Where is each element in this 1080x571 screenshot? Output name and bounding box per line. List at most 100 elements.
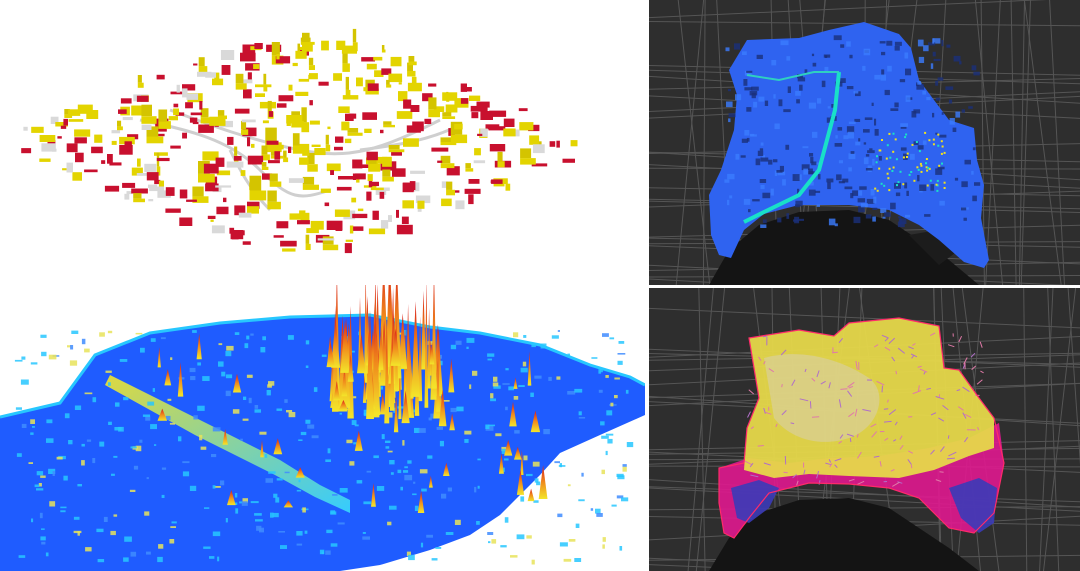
flow-hotspot: [886, 172, 889, 175]
height-spike: [393, 394, 399, 433]
building-tower: [497, 151, 503, 162]
building-tower: [137, 75, 142, 83]
flow-cell: [741, 138, 748, 143]
surface-cell: [602, 544, 605, 549]
building: [410, 105, 420, 112]
flow-cell: [900, 147, 907, 151]
surface-cell: [526, 535, 532, 539]
surface-cell: [436, 426, 443, 430]
flow-hotspot: [925, 166, 928, 169]
building: [355, 173, 366, 180]
surface-cell: [182, 461, 190, 464]
surface-cell: [327, 448, 331, 454]
height-spike: [347, 354, 354, 382]
building: [491, 179, 503, 184]
building: [515, 129, 520, 137]
flow-cell: [843, 135, 849, 140]
flow-cell: [771, 60, 777, 66]
surface-cell: [346, 439, 353, 444]
surface-cell: [81, 443, 85, 447]
flow-mark: [828, 459, 832, 463]
flow-map-render: [649, 0, 1080, 285]
surface-cell: [567, 353, 570, 357]
surface-cell: [513, 332, 519, 338]
building: [360, 164, 375, 168]
building-tower: [200, 108, 209, 118]
height-spike: [520, 449, 524, 475]
flow-mark: [763, 361, 766, 365]
building: [338, 106, 350, 113]
flow-cell: [905, 95, 911, 102]
surface-cell: [337, 522, 345, 525]
buildings-render: [21, 28, 578, 254]
height-spike: [405, 303, 411, 418]
building: [410, 170, 425, 174]
building: [133, 198, 145, 203]
flow-cell: [848, 121, 856, 124]
surface-cell: [427, 341, 435, 345]
surface-cell: [178, 436, 182, 442]
flow-mark: [976, 379, 983, 385]
flow-hotspot: [924, 131, 927, 134]
surface-cell: [288, 412, 296, 418]
flow-cell: [798, 218, 804, 221]
flow-cell: [854, 118, 861, 122]
surface-cell: [189, 485, 197, 491]
flow-mark: [856, 480, 865, 486]
height-spike: [371, 483, 376, 507]
surface-cell: [73, 530, 82, 534]
flow-hotspot: [936, 189, 939, 192]
surface-cell: [353, 442, 358, 445]
building: [345, 113, 354, 121]
flow-cell: [887, 65, 892, 72]
surface-cell: [404, 466, 408, 469]
building: [376, 156, 388, 164]
surface-cell: [522, 361, 527, 367]
building-tower: [235, 73, 244, 84]
panel-3d-surface: [0, 285, 645, 571]
flow-cell: [972, 195, 977, 202]
flow-mark: [977, 426, 980, 431]
flow-cell: [869, 148, 873, 151]
surface-cell: [146, 551, 151, 555]
building: [251, 143, 255, 148]
flow-mark: [847, 390, 853, 397]
surface-cell: [49, 501, 56, 507]
flow-hotspot: [915, 141, 918, 143]
building-tower: [64, 109, 70, 115]
surface-cell: [595, 508, 601, 514]
surface-cell: [450, 344, 457, 350]
flow-cell: [760, 142, 764, 146]
building: [424, 118, 432, 124]
surface-cell: [129, 489, 136, 492]
surface-cell: [234, 332, 240, 335]
building: [298, 143, 310, 152]
building-tower: [442, 112, 452, 117]
building: [356, 178, 360, 183]
surface-cell: [493, 376, 498, 382]
surface-cell: [242, 418, 249, 421]
flow-hotspot: [919, 162, 922, 165]
surface-cell: [241, 501, 248, 506]
building: [124, 141, 132, 149]
flow-cell: [857, 198, 866, 203]
surface-cell: [202, 376, 210, 381]
surface-cell: [214, 486, 221, 488]
building: [562, 158, 575, 163]
flow-cell: [904, 52, 909, 59]
surface-cell: [304, 530, 308, 534]
building: [104, 185, 120, 192]
flow-mark: [763, 462, 771, 466]
building: [72, 172, 82, 181]
flow-cell: [924, 214, 931, 217]
building-tower: [117, 120, 122, 127]
surface-cell: [226, 345, 234, 351]
building: [468, 179, 480, 184]
building: [185, 102, 193, 109]
surface-cell: [404, 474, 413, 481]
flow-cell: [855, 141, 861, 146]
flow-cell: [846, 126, 855, 133]
surface-cell: [152, 388, 155, 392]
building: [311, 144, 321, 147]
building: [231, 231, 239, 240]
